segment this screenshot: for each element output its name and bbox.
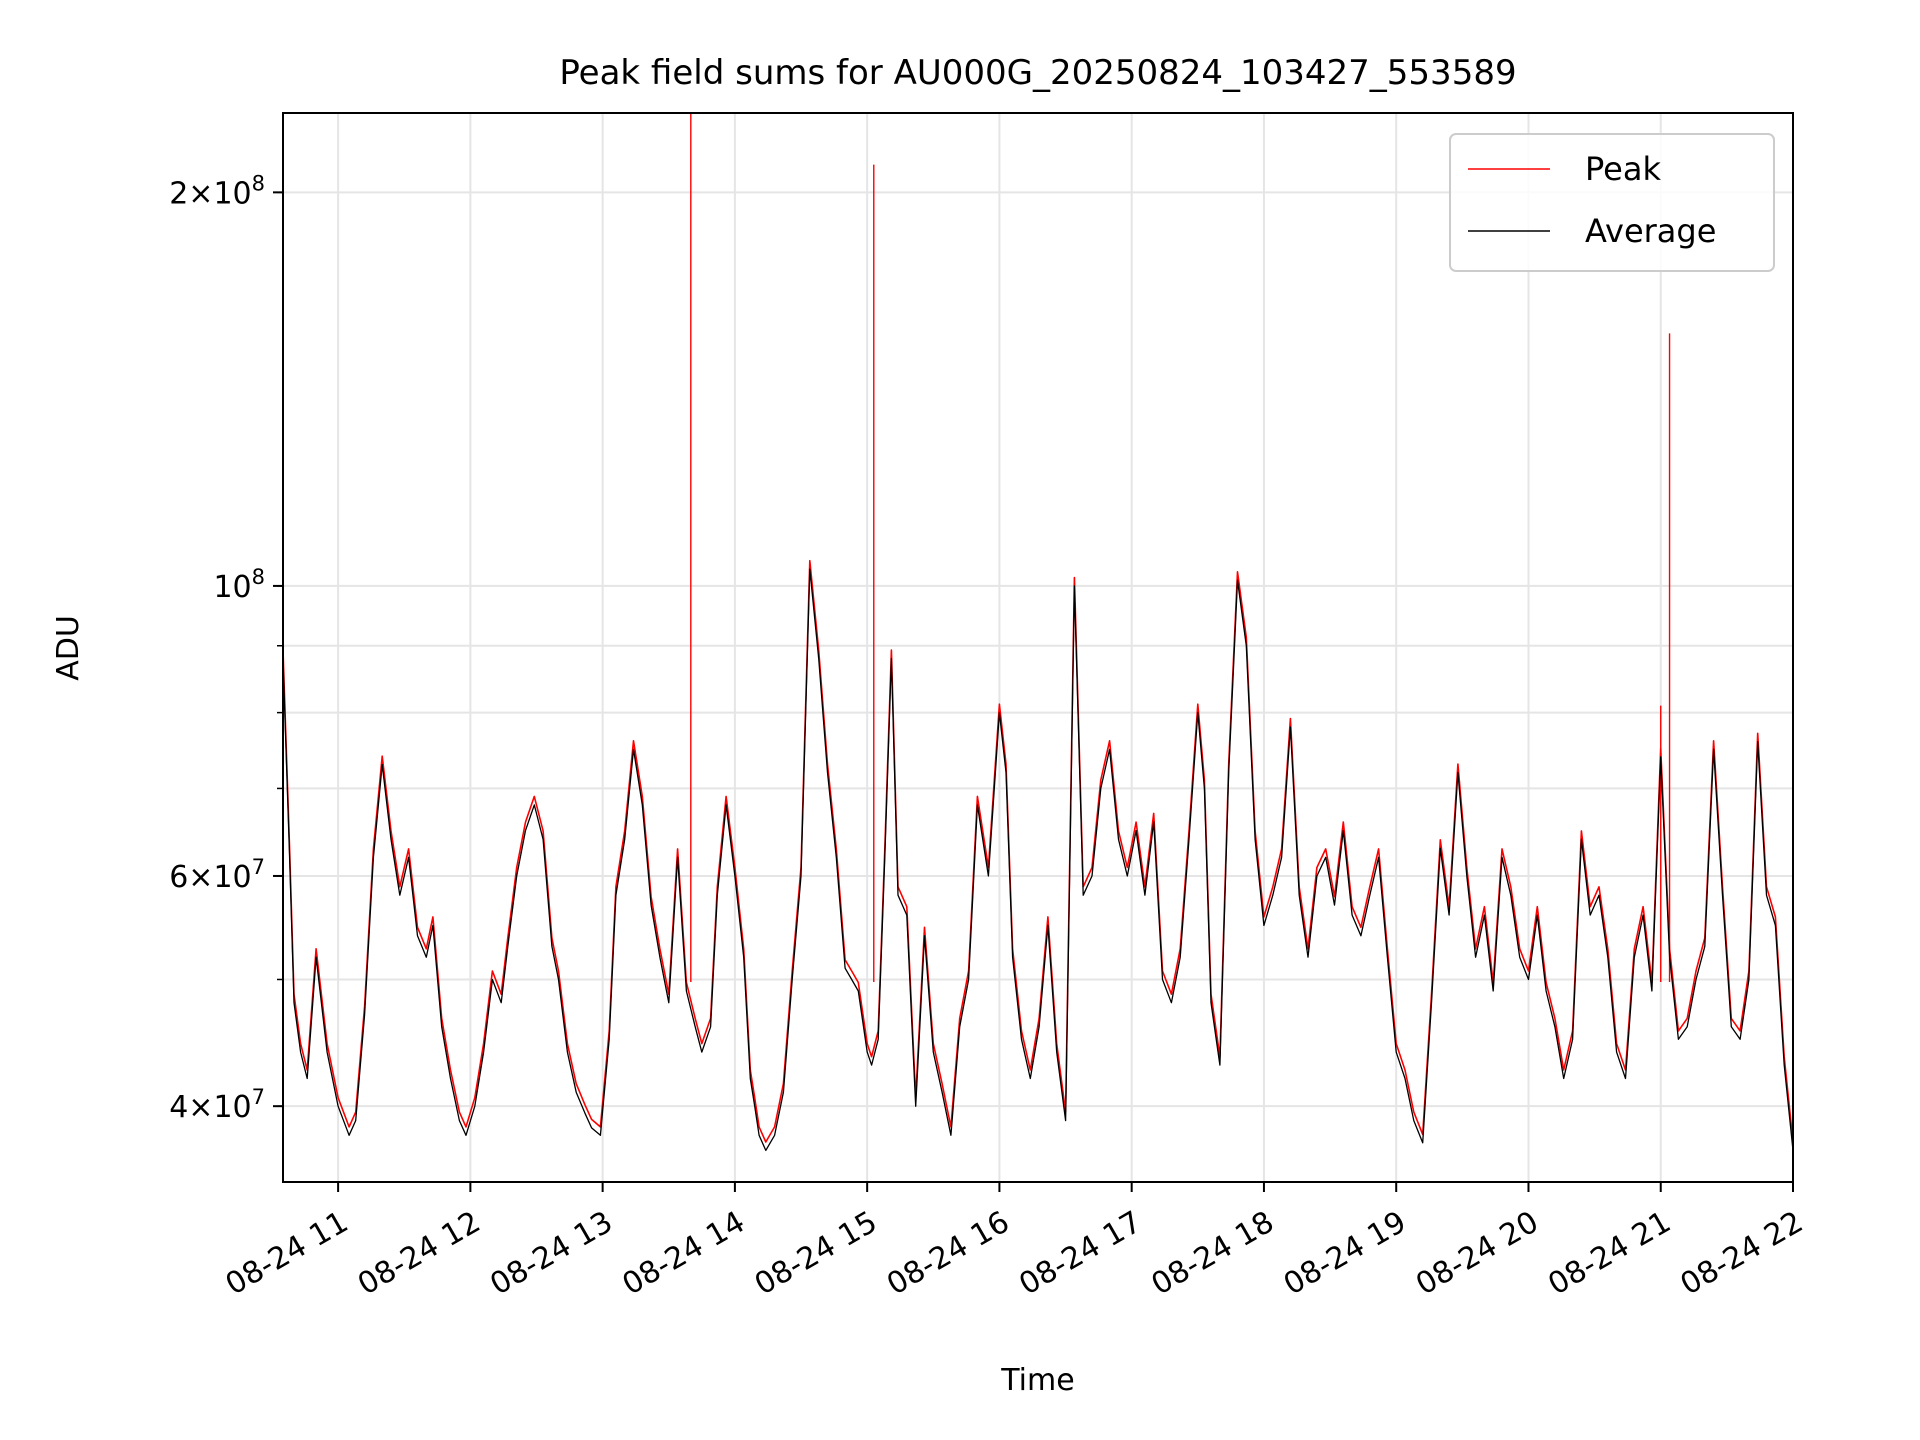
- y-tick-label: 4×107: [169, 1085, 265, 1125]
- y-axis: 4×107 6×107 108 2×108: [169, 171, 283, 1125]
- y-tick-label: 108: [213, 565, 265, 605]
- legend-average-label: Average: [1585, 212, 1716, 250]
- y-tick-label: 2×108: [169, 171, 265, 211]
- y-tick-label: 6×107: [169, 855, 265, 895]
- x-axis-label: Time: [1000, 1363, 1074, 1398]
- plot-frame: [282, 112, 1794, 1183]
- legend-peak-label: Peak: [1585, 150, 1661, 188]
- chart-title: Peak field sums for AU000G_20250824_1034…: [559, 53, 1516, 93]
- legend: Peak Average: [1449, 133, 1775, 272]
- plot-lines: [282, 113, 1794, 1152]
- series-average-line: [282, 568, 1794, 1152]
- y-axis-label: ADU: [51, 615, 86, 681]
